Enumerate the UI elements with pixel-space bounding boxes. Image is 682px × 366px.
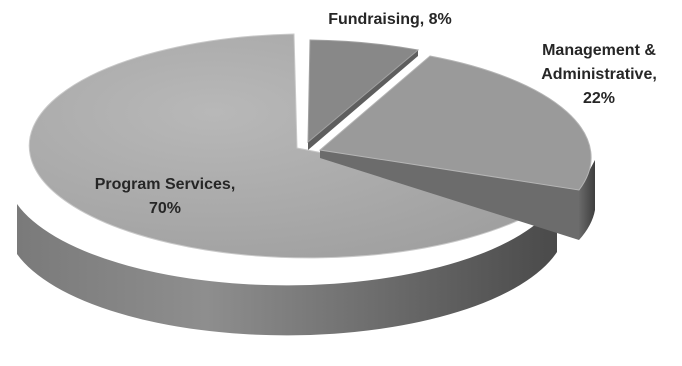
slice-management-administrative [318, 55, 595, 240]
slice-management-administrative-wall [320, 150, 579, 240]
slice-program-services [17, 33, 559, 336]
slice-fundraising [307, 39, 420, 150]
slice-fundraising-wall [308, 50, 418, 150]
label-fundraising: Fundraising, 8% [328, 11, 452, 28]
label-management-line1: Management & [542, 42, 656, 59]
slice-program-services-side [17, 202, 557, 336]
slice-management-administrative-side [579, 160, 595, 240]
label-management-line2: Administrative, [541, 66, 657, 83]
label-program-services-pct: 70% [149, 200, 181, 217]
label-program-services-line1: Program Services, [95, 176, 236, 193]
slice-program-services-top [28, 33, 559, 259]
slice-management-administrative-top [318, 55, 592, 191]
label-management-pct: 22% [583, 90, 615, 107]
slice-fundraising-top [307, 39, 420, 144]
